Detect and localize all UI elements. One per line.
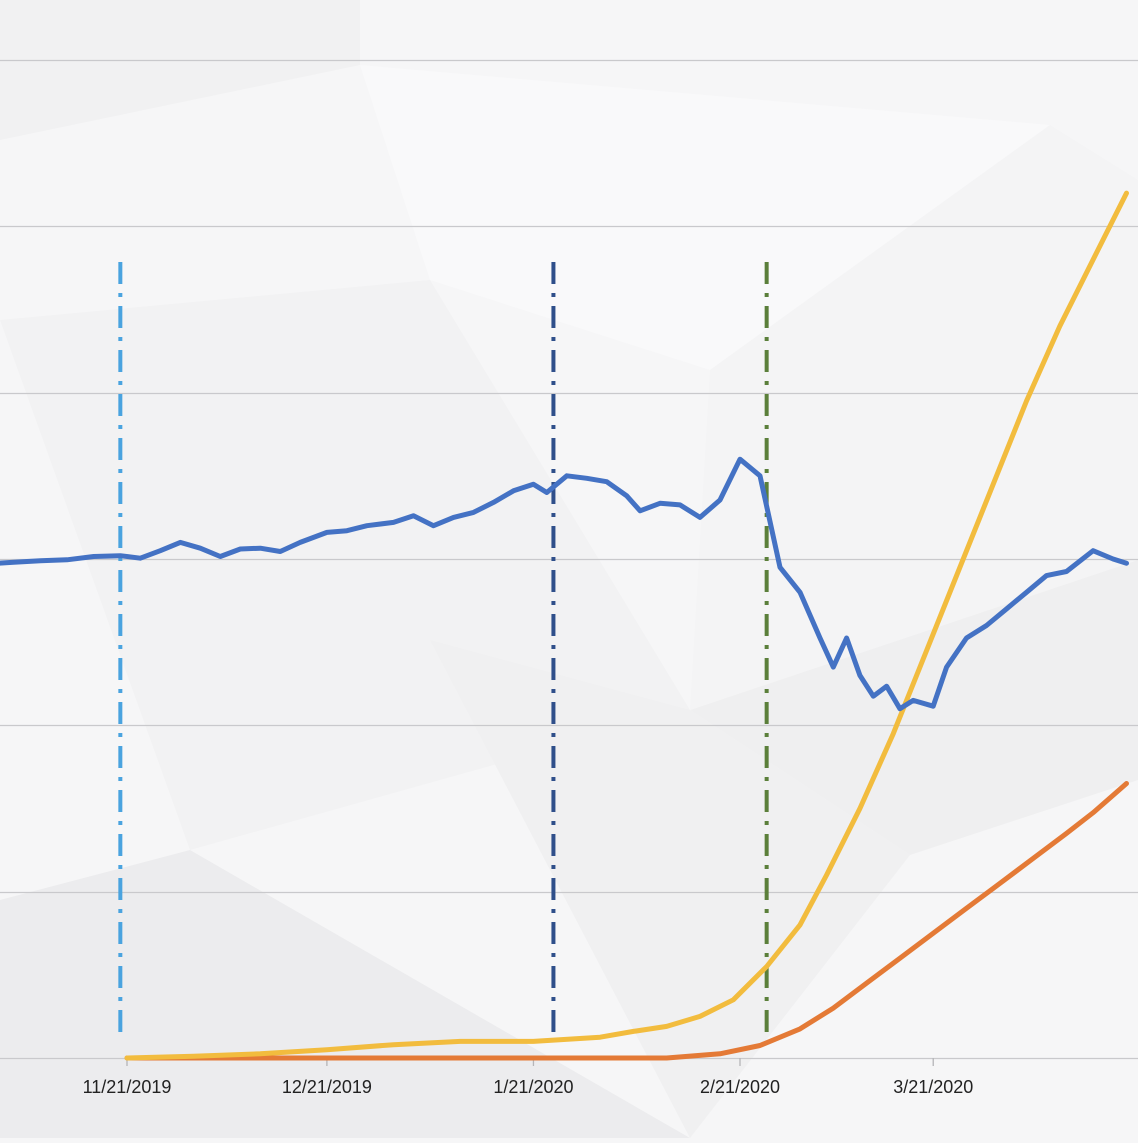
x-tick-label: 3/21/2020	[893, 1077, 973, 1097]
series-line	[124, 781, 1129, 1061]
x-tick-label: 11/21/2019	[83, 1077, 172, 1097]
bg-facet	[690, 125, 1138, 710]
x-tick-label: 2/21/2020	[700, 1077, 780, 1097]
x-axis: 11/21/2019 12/21/2019 1/21/2020 2/21/2020 3/…	[83, 1058, 973, 1097]
series-lines	[0, 190, 1129, 1061]
x-tick-label: 12/21/2019	[282, 1077, 372, 1097]
bg-facet	[360, 65, 1050, 370]
bg-facet	[0, 0, 360, 140]
event-lines	[118, 262, 769, 1040]
x-tick-label: 1/21/2020	[493, 1077, 573, 1097]
bg-facet	[690, 560, 1138, 855]
series-line	[124, 190, 1129, 1061]
series-line	[0, 456, 1129, 712]
bg-facet	[0, 850, 690, 1138]
bg-facet	[430, 640, 910, 1138]
